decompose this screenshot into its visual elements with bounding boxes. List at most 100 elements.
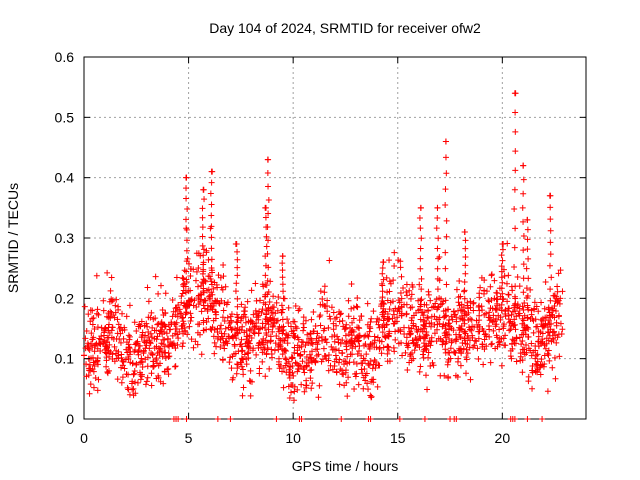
data-point: [491, 277, 498, 284]
data-point: [253, 351, 260, 358]
data-point: [470, 307, 477, 314]
data-point: [285, 319, 292, 326]
data-point: [528, 340, 535, 347]
data-point: [342, 324, 349, 331]
data-point: [278, 302, 285, 309]
data-point: [130, 385, 137, 392]
data-point: [554, 283, 561, 290]
data-point: [437, 301, 444, 308]
data-point: [284, 332, 291, 339]
data-point: [166, 343, 173, 350]
data-point: [279, 274, 286, 281]
data-point: [448, 339, 455, 346]
data-point: [235, 348, 242, 355]
data-point: [233, 370, 240, 377]
data-point: [379, 329, 386, 336]
data-point: [300, 364, 307, 371]
data-point: [545, 306, 552, 313]
data-point: [172, 363, 179, 370]
data-point: [539, 336, 546, 343]
data-point: [384, 358, 391, 365]
data-point: [442, 265, 449, 272]
data-point: [263, 243, 270, 250]
data-point: [199, 242, 206, 249]
data-point: [542, 279, 549, 286]
data-point: [398, 310, 405, 317]
data-point: [174, 341, 181, 348]
data-point: [291, 383, 298, 390]
data-point: [211, 326, 218, 333]
data-point: [85, 367, 92, 374]
data-point: [182, 289, 189, 296]
data-point: [269, 304, 276, 311]
data-point: [418, 235, 425, 242]
data-point: [535, 308, 542, 315]
data-point: [358, 360, 365, 367]
data-point: [358, 313, 365, 320]
data-point: [511, 302, 518, 309]
data-point: [498, 252, 505, 259]
data-point: [433, 225, 440, 232]
data-point: [367, 319, 374, 326]
data-point: [408, 291, 415, 298]
data-point: [220, 273, 227, 280]
data-point: [200, 298, 207, 305]
data-point: [208, 256, 215, 263]
data-point: [280, 295, 287, 302]
data-point: [200, 252, 207, 259]
data-point: [492, 323, 499, 330]
data-point: [524, 416, 531, 422]
data-point: [326, 257, 333, 264]
data-point: [358, 352, 365, 359]
data-point: [534, 366, 541, 373]
data-point: [179, 315, 186, 322]
data-point: [199, 205, 206, 212]
data-point: [475, 335, 482, 342]
data-point: [353, 333, 360, 340]
data-point: [303, 384, 310, 391]
data-point: [381, 300, 388, 307]
y-tick-label: 0: [66, 411, 74, 427]
data-point: [348, 340, 355, 347]
data-point: [186, 323, 193, 330]
data-point: [417, 204, 424, 211]
data-point: [355, 337, 362, 344]
data-point: [523, 294, 530, 301]
data-point: [365, 361, 372, 368]
data-point: [208, 168, 215, 175]
data-point: [152, 356, 159, 363]
data-point: [511, 244, 518, 251]
data-point: [547, 314, 554, 321]
data-point: [233, 335, 240, 342]
data-point: [348, 305, 355, 312]
data-point: [535, 343, 542, 350]
data-point: [417, 363, 424, 370]
data-point: [367, 342, 374, 349]
data-point: [418, 286, 425, 293]
data-point: [276, 365, 283, 372]
data-point: [386, 315, 393, 322]
data-point: [327, 362, 334, 369]
data-point: [330, 326, 337, 333]
data-point: [265, 183, 272, 190]
data-point: [325, 351, 332, 358]
data-point: [488, 271, 495, 278]
data-point: [164, 336, 171, 343]
data-point: [489, 340, 496, 347]
data-point: [337, 340, 344, 347]
data-point: [193, 268, 200, 275]
data-point: [310, 328, 317, 335]
data-point: [126, 391, 133, 398]
data-point: [434, 204, 441, 211]
data-point: [195, 293, 202, 300]
data-point: [285, 304, 292, 311]
data-point: [481, 290, 487, 297]
data-point: [150, 363, 157, 370]
data-point: [408, 314, 415, 321]
x-tick-label: 5: [185, 430, 193, 446]
data-point: [290, 327, 297, 334]
data-point: [199, 224, 206, 231]
data-point: [119, 374, 126, 381]
data-point: [200, 186, 207, 193]
data-point: [509, 345, 516, 352]
